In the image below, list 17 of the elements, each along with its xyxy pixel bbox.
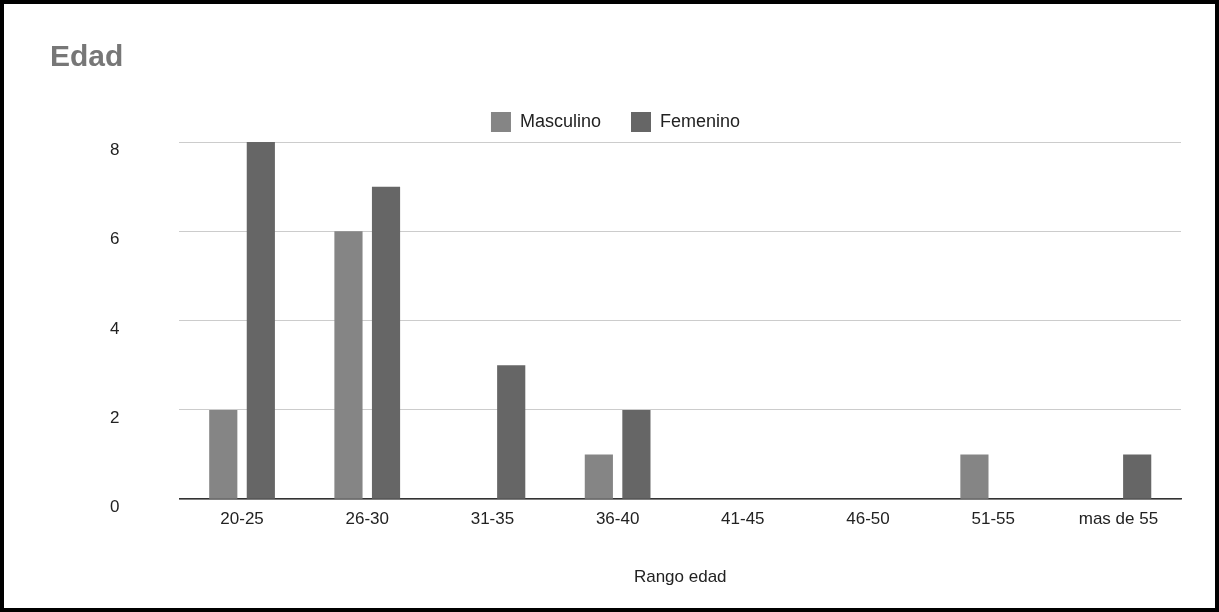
x-tick-label: 46-50	[846, 509, 890, 529]
legend-label: Masculino	[519, 110, 602, 131]
y-tick-label: 8	[109, 140, 120, 160]
x-tick-label: 26-30	[345, 509, 389, 529]
y-tick-label: 2	[109, 408, 120, 428]
x-tick-label: 31-35	[470, 509, 515, 529]
x-tick-label: 41-45	[721, 509, 765, 529]
legend-label: Femenino	[660, 110, 741, 131]
chart-title: Edad	[50, 39, 124, 73]
y-tick-label: 4	[109, 318, 120, 338]
x-tick-label: 20-25	[220, 509, 264, 529]
x-axis-title: Rango edad	[633, 567, 727, 587]
x-tick-label: 51-55	[971, 509, 1015, 529]
y-tick-label: 0	[109, 497, 120, 517]
y-tick-label: 6	[109, 229, 120, 249]
x-tick-label: 36-40	[595, 509, 640, 529]
x-tick-label: mas de 55	[1078, 509, 1159, 529]
